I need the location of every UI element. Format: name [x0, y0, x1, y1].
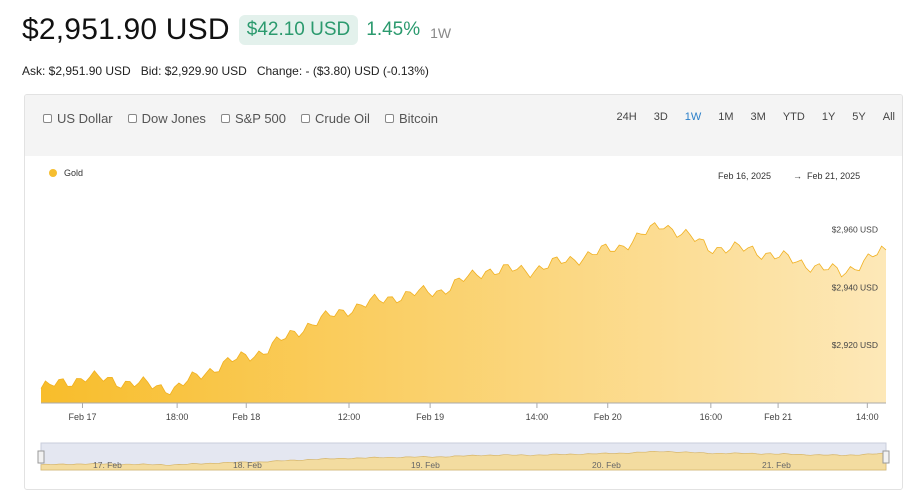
x-tick-label: 14:00 — [526, 412, 549, 422]
y-tick-label: $2,940 USD — [832, 282, 878, 292]
legend-label-gold: Gold — [64, 168, 84, 178]
range-all-button[interactable]: All — [882, 111, 895, 123]
navigator-right-handle[interactable] — [882, 450, 890, 464]
arrow-right-icon: → — [793, 171, 803, 181]
compare-us-dollar[interactable]: US Dollar — [43, 111, 113, 126]
x-tick-label: 18:00 — [166, 412, 189, 422]
checkbox-icon[interactable] — [220, 114, 230, 123]
range-ytd-button[interactable]: YTD — [782, 111, 805, 123]
price-chart[interactable]: $2,960 USD $2,940 USD $2,920 USD Feb 17 18:… — [25, 95, 903, 490]
navigator-series — [40, 450, 887, 471]
gold-legend-dot-icon — [49, 169, 57, 177]
range-3d-button[interactable]: 3D — [653, 111, 668, 123]
compare-label: Crude Oil — [315, 111, 370, 126]
bid-price: Bid: $2,929.90 USD — [140, 64, 247, 78]
compare-label: Bitcoin — [398, 111, 438, 126]
x-tick-label: Feb 19 — [416, 412, 444, 422]
chart-panel: US Dollar Dow Jones S&P 500 Crude Oil Bi… — [24, 94, 903, 490]
y-tick-label: $2,920 USD — [832, 340, 878, 350]
period-label: 1W — [430, 25, 452, 41]
navigator-label: 18. Feb — [233, 460, 262, 470]
compare-crude-oil[interactable]: Crude Oil — [301, 111, 370, 126]
x-tick-label: Feb 18 — [232, 412, 260, 422]
compare-sp500[interactable]: S&P 500 — [220, 111, 287, 126]
range-1m-button[interactable]: 1M — [718, 111, 734, 123]
change-detail: Change: - ($3.80) USD (-0.13%) — [256, 64, 429, 78]
compare-label: S&P 500 — [234, 111, 287, 126]
checkbox-icon[interactable] — [43, 114, 52, 123]
current-price: $2,951.90 USD — [22, 13, 230, 46]
range-1y-button[interactable]: 1Y — [821, 111, 836, 123]
y-tick-label: $2,960 USD — [832, 225, 878, 235]
range-1w-button[interactable]: 1W — [684, 111, 702, 123]
change-amount-badge: $42.10 USD — [238, 15, 359, 45]
x-tick-label: Feb 21 — [764, 412, 792, 422]
x-tick-label: 12:00 — [338, 412, 361, 422]
range-24h-button[interactable]: 24H — [616, 111, 637, 123]
gold-area — [41, 222, 886, 403]
x-tick-label: 14:00 — [856, 412, 879, 422]
checkbox-icon[interactable] — [127, 114, 137, 123]
compare-bitcoin[interactable]: Bitcoin — [384, 111, 438, 126]
compare-options: US Dollar Dow Jones S&P 500 Crude Oil Bi… — [43, 111, 438, 126]
price-header: $2,951.90 USD $42.10 USD 1.45% 1W — [22, 12, 451, 48]
compare-dow-jones[interactable]: Dow Jones — [127, 111, 206, 126]
range-3m-button[interactable]: 3M — [750, 111, 766, 123]
compare-label: US Dollar — [57, 111, 113, 126]
date-range-to[interactable]: Feb 21, 2025 — [807, 171, 861, 181]
x-tick-label: 16:00 — [700, 412, 723, 422]
navigator-label: 19. Feb — [411, 460, 440, 470]
chart-toolbar — [25, 95, 902, 156]
range-5y-button[interactable]: 5Y — [852, 111, 866, 123]
navigator-label: 20. Feb — [592, 460, 621, 470]
navigator-label: 17. Feb — [93, 460, 122, 470]
range-selector: 24H 3D 1W 1M 3M YTD 1Y 5Y All — [607, 111, 902, 123]
checkbox-icon[interactable] — [301, 114, 311, 123]
chart-legend[interactable]: Gold — [49, 168, 83, 178]
compare-label: Dow Jones — [141, 111, 206, 126]
checkbox-icon[interactable] — [384, 114, 394, 123]
ask-price: Ask: $2,951.90 USD — [22, 64, 131, 78]
x-tick-label: Feb 20 — [594, 412, 622, 422]
navigator-left-handle[interactable] — [37, 450, 45, 464]
gold-line — [40, 222, 887, 396]
date-range: Feb 16, 2025 → Feb 21, 2025 — [718, 171, 860, 181]
x-tick-label: Feb 17 — [68, 412, 96, 422]
change-percent: 1.45% — [366, 19, 421, 40]
navigator-label: 21. Feb — [762, 460, 791, 470]
quote-details: Ask: $2,951.90 USD Bid: $2,929.90 USD Ch… — [22, 64, 429, 78]
date-range-from[interactable]: Feb 16, 2025 — [718, 171, 772, 181]
